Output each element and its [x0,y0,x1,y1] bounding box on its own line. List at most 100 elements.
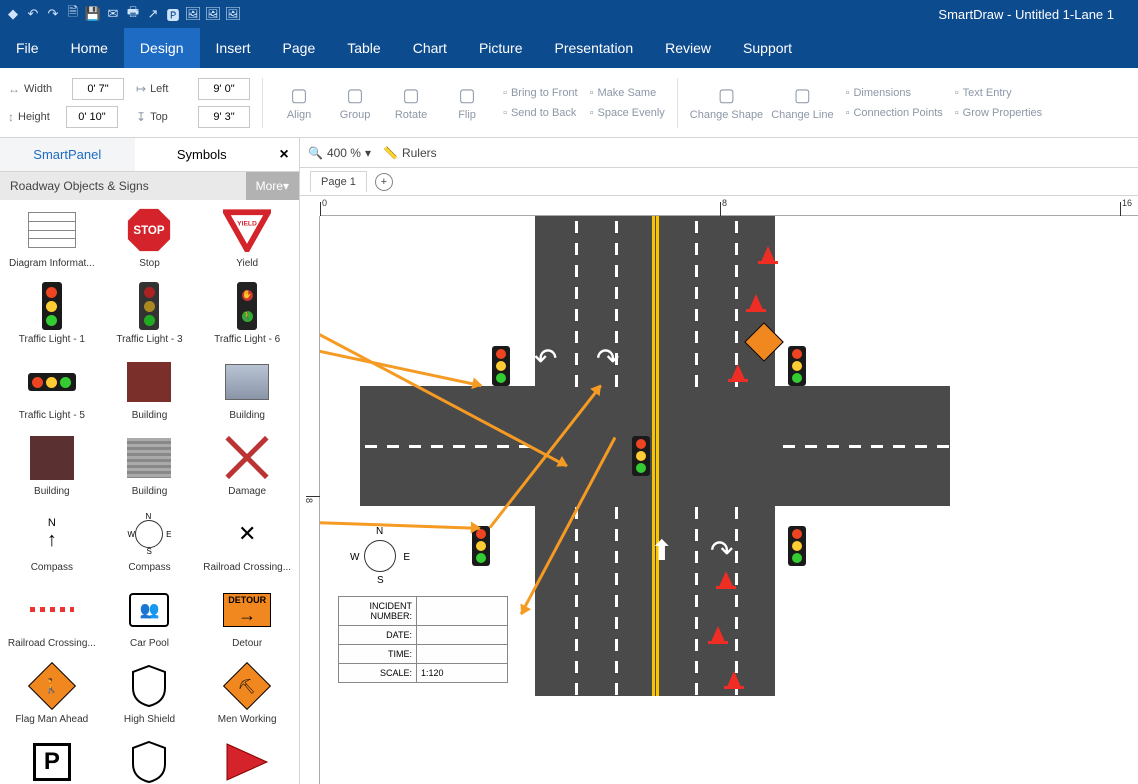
traffic-cone[interactable] [748,294,764,312]
zoom-control[interactable]: 🔍 400 % ▾ [308,146,371,160]
symbol-damage-x[interactable]: Damage [199,432,295,506]
app-logo-icon[interactable]: ◆ [4,5,22,23]
ribbon: ↔ Width ↕ Height ↦ Left ↧ Top ▢Align▢Gro… [0,68,1138,138]
traffic-light[interactable] [492,346,510,386]
menu-support[interactable]: Support [727,28,808,68]
rotate-button[interactable]: ▢Rotate [387,85,435,121]
svg-text:YIELD: YIELD [237,221,257,228]
symbol-rr-sign[interactable]: ✕Railroad Crossing... [199,508,295,582]
symbol-parking[interactable]: PP [4,736,100,784]
rulers-toggle[interactable]: 📏 Rulers [383,146,437,160]
compass[interactable]: NESW [350,526,410,586]
top-input[interactable] [198,106,250,128]
send-to-back-button[interactable]: ▫Send to Back [503,104,578,122]
traffic-cone[interactable] [718,571,734,589]
symbol-traffic-light-h[interactable]: Traffic Light - 5 [4,356,100,430]
symbol-building-red[interactable]: Building [102,356,198,430]
traffic-light[interactable] [632,436,650,476]
traffic-cone[interactable] [726,671,742,689]
symbol-shield[interactable]: High Shield [102,660,198,734]
add-page-button[interactable]: + [375,173,393,191]
align-button[interactable]: ▢Align [275,85,323,121]
grow-properties-button[interactable]: ▫Grow Properties [955,104,1042,122]
canvas-pane: 🔍 400 % ▾ 📏 Rulers Page 1 + 0816 8 ↶ ↷ ⬆ ↷ N… [300,138,1138,784]
width-input[interactable] [72,78,124,100]
new-icon[interactable]: 🗎 [64,5,82,23]
top-label: Top [150,111,194,123]
menu-page[interactable]: Page [267,28,332,68]
menu-review[interactable]: Review [649,28,727,68]
traffic-cone[interactable] [710,626,726,644]
undo-icon[interactable]: ↶ [24,5,42,23]
traffic-light[interactable] [788,526,806,566]
height-input[interactable] [66,106,118,128]
menu-design[interactable]: Design [124,28,200,68]
page-tab-1[interactable]: Page 1 [310,171,367,192]
traffic-cone[interactable] [730,364,746,382]
zoom-value: 400 % [327,146,361,160]
traffic-cone[interactable] [760,246,776,264]
email-icon[interactable]: ✉ [104,5,122,23]
symbol-traffic-light-ped[interactable]: ✋🚶Traffic Light - 6 [199,280,295,354]
symbol-detour[interactable]: DETOUR→Detour [199,584,295,658]
make-same-button[interactable]: ▫Make Same [590,84,665,102]
menu-table[interactable]: Table [331,28,396,68]
flip-button[interactable]: ▢Flip [443,85,491,121]
page-tabs: Page 1 + [300,168,1138,196]
print-icon[interactable]: 🖶 [124,5,142,23]
bring-to-front-button[interactable]: ▫Bring to Front [503,84,578,102]
lane-arrow[interactable]: ↶ [534,342,557,375]
group-button[interactable]: ▢Group [331,85,379,121]
img-export3-icon[interactable]: 🖼 [224,5,242,23]
symbol-blank-shield[interactable] [102,736,198,784]
menu-insert[interactable]: Insert [200,28,267,68]
redo-icon[interactable]: ↷ [44,5,62,23]
img-export-icon[interactable]: 🖼 [184,5,202,23]
symbol-building-gray[interactable]: Building [199,356,295,430]
annotation-arrow[interactable] [320,301,482,387]
symbol-carpool[interactable]: 👥Car Pool [102,584,198,658]
change-line-button[interactable]: ▢Change Line [771,85,833,121]
lane-arrow[interactable]: ↷ [710,534,733,567]
symbol-flagman[interactable]: 🚶Flag Man Ahead [4,660,100,734]
left-input[interactable] [198,78,250,100]
more-button[interactable]: More ▾ [246,172,299,200]
change-shape-button[interactable]: ▢Change Shape [690,85,763,121]
menu-picture[interactable]: Picture [463,28,539,68]
save-icon[interactable]: 💾 [84,5,102,23]
tab-symbols[interactable]: Symbols [135,138,270,171]
symbol-compass-n[interactable]: N↑Compass [4,508,100,582]
connection-points-button[interactable]: ▫Connection Points [846,104,943,122]
symbol-yield[interactable]: YIELDYield [199,204,295,278]
lane-arrow[interactable]: ⬆ [650,534,673,567]
symbol-traffic-light-ryg[interactable]: Traffic Light - 1 [4,280,100,354]
dimensions-button[interactable]: ▫Dimensions [846,84,943,102]
export-icon[interactable]: ↗ [144,5,162,23]
symbol-info-table[interactable]: Diagram Informat... [4,204,100,278]
menu-home[interactable]: Home [55,28,124,68]
space-evenly-button[interactable]: ▫Space Evenly [590,104,665,122]
lane-arrow[interactable]: ↷ [596,342,619,375]
symbol-compass-full[interactable]: NSWECompass [102,508,198,582]
symbol-traffic-light-3d[interactable]: Traffic Light - 3 [102,280,198,354]
ruler-vertical: 8 [300,216,320,784]
symbol-stop[interactable]: STOPStop [102,204,198,278]
text-entry-button[interactable]: ▫Text Entry [955,84,1042,102]
menu-file[interactable]: File [0,28,55,68]
tab-smartpanel[interactable]: SmartPanel [0,138,135,171]
canvas[interactable]: ↶ ↷ ⬆ ↷ NESW INCIDENT NUMBER:DATE:TIME:SCALE:… [320,216,1138,784]
symbol-pennant[interactable] [199,736,295,784]
symbol-menwork[interactable]: ⛏Men Working [199,660,295,734]
symbol-rr-gate[interactable]: Railroad Crossing... [4,584,100,658]
menu-presentation[interactable]: Presentation [539,28,650,68]
traffic-light[interactable] [788,346,806,386]
ruler-horizontal: 0816 [320,196,1138,216]
symbol-building-brick[interactable]: Building [4,432,100,506]
symbol-building-roof[interactable]: Building [102,432,198,506]
canvas-body: 8 ↶ ↷ ⬆ ↷ NESW INCIDENT NUMBER:DATE:TIME:SCAL… [300,216,1138,784]
incident-info-box[interactable]: INCIDENT NUMBER:DATE:TIME:SCALE:1:120 [338,596,508,683]
img-export2-icon[interactable]: 🖼 [204,5,222,23]
menu-chart[interactable]: Chart [397,28,463,68]
pdf-icon[interactable]: 🅿 [164,5,182,23]
panel-close-icon[interactable]: × [269,138,299,171]
